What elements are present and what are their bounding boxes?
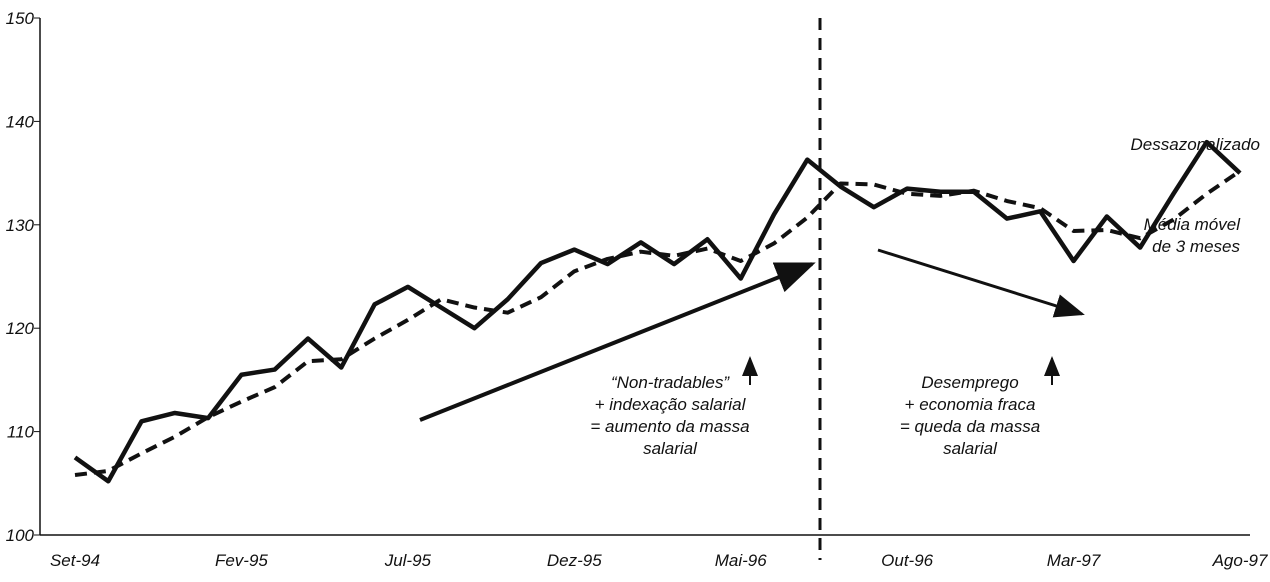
x-tick-label: Dez-95: [547, 551, 602, 570]
annotation: Desemprego + economia fraca = queda da mas…: [870, 372, 1070, 460]
x-tick-label: Mai-96: [715, 551, 768, 570]
y-tick-label: 110: [7, 423, 35, 442]
annotation-line: Desemprego: [921, 373, 1019, 392]
series-line: [73, 139, 1242, 484]
x-tick-label: Fev-95: [215, 551, 268, 570]
x-tick-label: Set-94: [50, 551, 100, 570]
trend-arrow: [419, 262, 816, 422]
annotation-line: = queda da massa: [899, 417, 1041, 436]
annotation-line: salarial: [643, 439, 697, 458]
series-label: Dessazonalizado: [1130, 135, 1260, 154]
annotation-line: “Non-tradables”: [610, 373, 730, 392]
y-tick-label: 100: [6, 526, 35, 545]
annotation-line: salarial: [943, 439, 997, 458]
x-tick-label: Out-96: [881, 551, 934, 570]
annotation-line: + indexação salarial: [594, 395, 746, 414]
x-tick-label: Jul-95: [384, 551, 432, 570]
x-tick-label: Mar-97: [1047, 551, 1101, 570]
y-tick-label: 130: [6, 216, 35, 235]
annotation-line: = aumento da massa: [590, 417, 750, 436]
annotation: “Non-tradables” + indexação salarial = aum…: [570, 372, 770, 460]
trend-arrow: [877, 248, 1085, 318]
y-tick-label: 140: [6, 112, 35, 131]
y-tick-label: 150: [6, 9, 35, 28]
annotation-line: + economia fraca: [904, 395, 1036, 414]
x-tick-label: Ago-97: [1212, 551, 1268, 570]
y-tick-label: 120: [6, 319, 35, 338]
series-line: [74, 169, 1242, 478]
series-label: Média móvel de 3 meses: [1143, 215, 1240, 256]
